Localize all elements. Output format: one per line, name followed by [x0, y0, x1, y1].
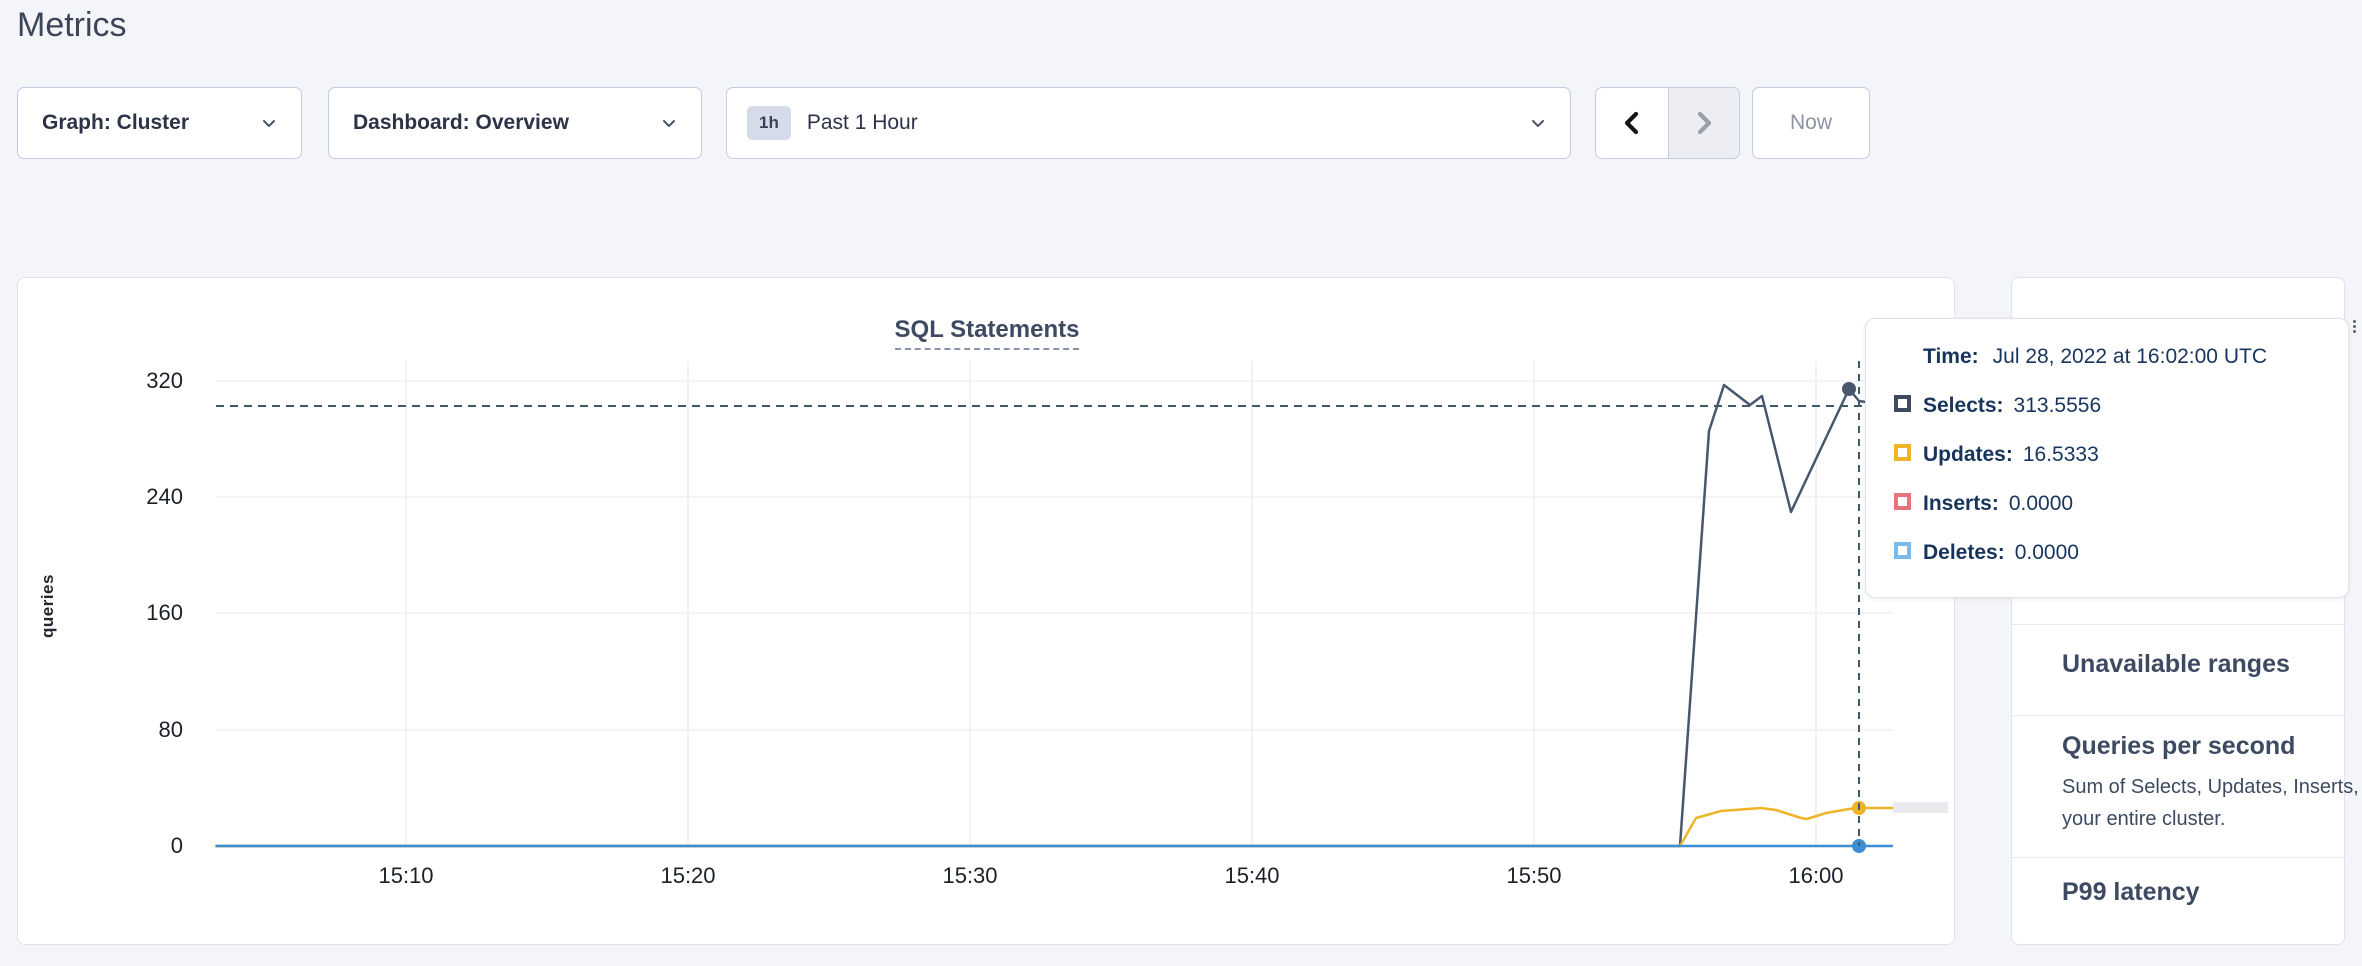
svg-text:16:00: 16:00 — [1788, 863, 1843, 888]
svg-text:15:10: 15:10 — [378, 863, 433, 888]
svg-text:15:50: 15:50 — [1506, 863, 1561, 888]
svg-text:240: 240 — [146, 484, 183, 509]
svg-text:0: 0 — [171, 833, 183, 858]
svg-text:320: 320 — [146, 368, 183, 393]
svg-text:15:20: 15:20 — [660, 863, 715, 888]
svg-text:160: 160 — [146, 600, 183, 625]
svg-text:15:40: 15:40 — [1224, 863, 1279, 888]
svg-text:15:30: 15:30 — [942, 863, 997, 888]
svg-text:80: 80 — [159, 717, 183, 742]
